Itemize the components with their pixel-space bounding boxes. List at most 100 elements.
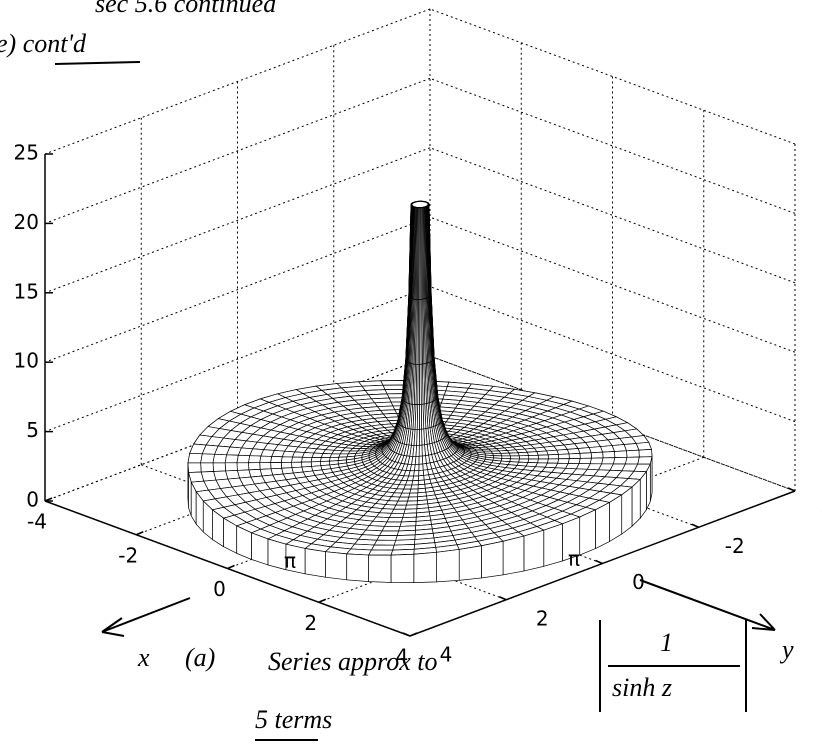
surface-cell xyxy=(567,458,581,464)
surface-cell xyxy=(378,530,400,536)
surface-cell xyxy=(579,452,592,459)
x-tick-label: -4 xyxy=(27,510,47,534)
surface-cell xyxy=(370,544,395,551)
tick-mark xyxy=(409,632,418,637)
surface-cell xyxy=(547,454,560,460)
surface-cell xyxy=(382,384,406,390)
tick-mark xyxy=(691,523,700,528)
surface-cell xyxy=(621,486,633,535)
surface-cell xyxy=(547,458,560,464)
underline xyxy=(54,61,141,65)
surface-cell xyxy=(291,456,303,463)
surface-cell xyxy=(419,363,422,405)
surface-cell xyxy=(638,449,653,458)
tick-mark xyxy=(498,596,507,601)
surface-cell xyxy=(413,470,420,477)
surface-cell xyxy=(418,207,421,300)
surface-cell xyxy=(393,504,407,510)
surface-cell xyxy=(304,548,326,578)
surface-cell xyxy=(236,454,251,464)
y-tick-label: 4 xyxy=(440,643,453,667)
z-tick-label: 10 xyxy=(14,349,39,373)
surface-cell xyxy=(537,458,549,464)
surface-cell xyxy=(301,456,313,463)
surface-cell xyxy=(626,449,640,458)
surface-cell xyxy=(418,469,425,477)
surface-cell xyxy=(502,535,525,576)
surface-cell xyxy=(236,462,250,471)
terms-note: 5 terms xyxy=(255,705,332,734)
surface-cell xyxy=(537,454,549,460)
surface-cell xyxy=(558,453,570,460)
surface-cell xyxy=(418,444,423,457)
surface-cell xyxy=(609,494,623,543)
grid-line xyxy=(44,216,431,363)
surface-cell xyxy=(601,457,616,465)
surface-cell xyxy=(376,535,398,541)
surface-cell xyxy=(212,453,228,464)
surface-cell xyxy=(578,457,592,465)
y-tick-label: -2 xyxy=(725,534,745,558)
surface-cell xyxy=(388,513,405,519)
grid-line xyxy=(44,286,431,433)
surface-cell xyxy=(523,529,545,572)
surface-cell xyxy=(418,463,424,471)
surface-cell xyxy=(212,462,226,472)
x-tick-label: 0 xyxy=(213,577,226,601)
surface-cell xyxy=(409,488,419,494)
surface-cell xyxy=(187,452,203,464)
tick-mark xyxy=(44,497,53,502)
surface-cell xyxy=(373,539,397,546)
y-arrow xyxy=(639,579,776,631)
surface-cell xyxy=(416,404,420,430)
surface-cell xyxy=(410,484,419,490)
tick-mark xyxy=(227,564,235,570)
surface-cell xyxy=(566,448,581,455)
surface-cell xyxy=(270,462,282,470)
tick-mark xyxy=(787,487,796,492)
surface-cell xyxy=(458,545,482,581)
surface-cell xyxy=(543,523,563,567)
x-tick-label: -2 xyxy=(118,543,138,567)
surface-cell xyxy=(631,478,641,528)
pi-mark: π xyxy=(284,549,296,573)
surface-cell xyxy=(248,455,262,464)
tick-mark xyxy=(402,632,411,637)
z-tick-label: 5 xyxy=(26,418,39,442)
surface-cell xyxy=(224,462,238,472)
surface-cell xyxy=(401,488,412,494)
surface-cell xyxy=(390,553,415,583)
surface-cell xyxy=(368,549,394,556)
surface-cell xyxy=(612,456,628,465)
tick-mark xyxy=(318,598,327,603)
x-tick-label: 4 xyxy=(396,645,409,669)
surface-cell xyxy=(436,549,460,583)
surface-cell xyxy=(602,451,616,459)
y-axis-label: y xyxy=(779,635,794,664)
fraction-numerator: 1 xyxy=(660,628,673,657)
fraction-denominator: sinh z xyxy=(612,673,672,702)
surface-cell xyxy=(415,444,420,457)
z-tick-label: 20 xyxy=(14,210,39,234)
surface-cell xyxy=(403,484,413,490)
surface-cell xyxy=(248,462,261,471)
surface-cell xyxy=(579,509,596,556)
surface-cell xyxy=(259,462,272,470)
surface-cell xyxy=(590,451,604,459)
caption: Series approx to xyxy=(268,647,437,676)
pi-mark: π xyxy=(568,547,580,571)
z-tick-label: 0 xyxy=(26,488,39,512)
surface-cell xyxy=(259,455,273,464)
y-tick-label: 0 xyxy=(632,570,645,594)
x-arrow xyxy=(101,597,191,637)
surface-cell xyxy=(200,462,214,473)
surface-cell xyxy=(414,463,420,472)
surface-cell xyxy=(386,517,404,523)
surface-cell xyxy=(577,447,592,454)
surface xyxy=(187,200,653,583)
surface-cell xyxy=(224,454,239,464)
surface-cell xyxy=(639,470,647,520)
surface-cell xyxy=(417,299,421,365)
